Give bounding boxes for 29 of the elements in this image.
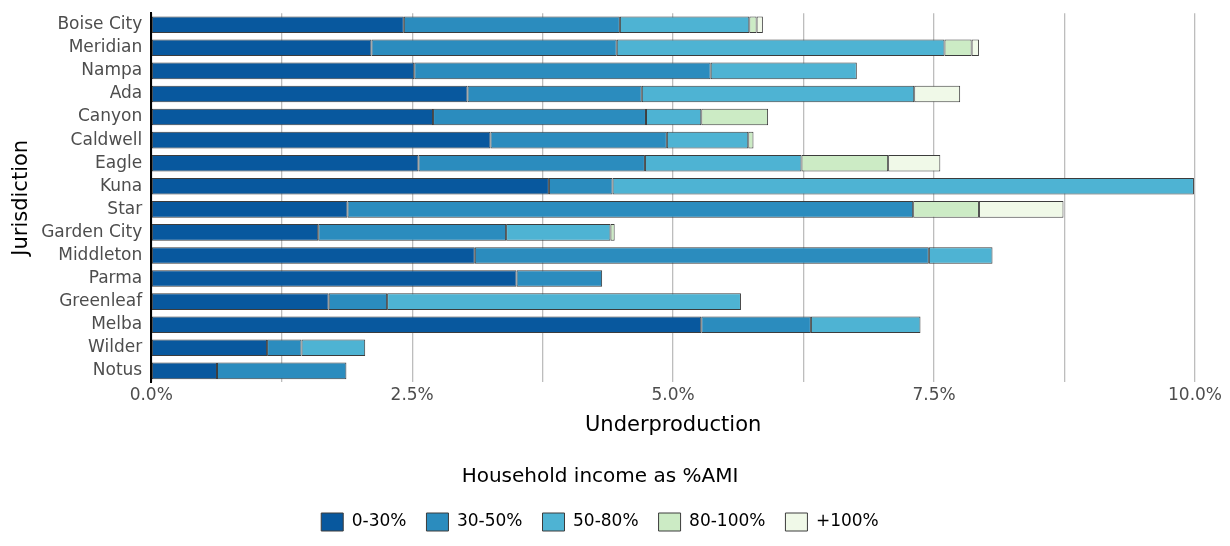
- y-tick-label: Boise City: [57, 13, 143, 34]
- legend-label: 80-100%: [689, 510, 766, 531]
- y-tick-label: Meridian: [68, 36, 143, 57]
- y-tick-label: Parma: [88, 266, 143, 287]
- y-tick-label: Wilder: [88, 336, 143, 357]
- y-tick-label: Garden City: [41, 220, 143, 241]
- y-tick-label: Nampa: [81, 59, 143, 80]
- legend-label: 30-50%: [456, 510, 523, 531]
- legend-label: +100%: [815, 510, 879, 531]
- x-tick-label: 2.5%: [390, 384, 434, 405]
- y-tick-label: Middleton: [58, 243, 143, 264]
- x-tick-label: 7.5%: [912, 384, 956, 405]
- y-tick-label: Notus: [92, 359, 143, 380]
- x-axis-title: Underproduction: [584, 411, 762, 436]
- legend-label: 0-30%: [351, 510, 407, 531]
- x-tick-label: 10.0%: [1167, 384, 1223, 405]
- legend-label: 50-80%: [573, 510, 639, 531]
- y-axis-title: Jurisdiction: [8, 139, 33, 258]
- x-tick-label: 0.0%: [129, 384, 173, 405]
- y-tick-label: Canyon: [77, 105, 143, 126]
- y-tick-label: Kuna: [99, 174, 143, 195]
- x-tick-label: 5.0%: [651, 384, 695, 405]
- y-tick-label: Melba: [91, 313, 143, 334]
- y-tick-label: Star: [107, 197, 143, 218]
- y-tick-label: Caldwell: [70, 128, 143, 149]
- legend-title: Household income as %AMI: [461, 463, 739, 488]
- y-tick-label: Greenleaf: [59, 290, 144, 311]
- y-tick-label: Ada: [109, 82, 143, 103]
- y-tick-label: Eagle: [95, 151, 143, 172]
